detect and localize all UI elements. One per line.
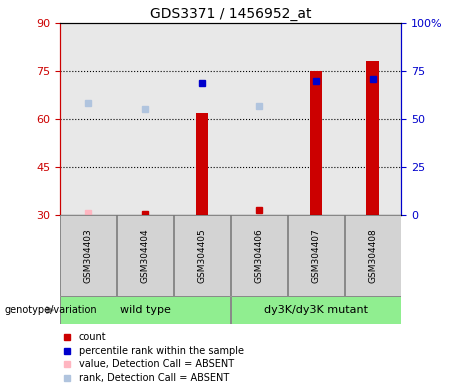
Bar: [60, 296, 230, 324]
Text: GSM304406: GSM304406: [254, 228, 263, 283]
Text: GSM304408: GSM304408: [368, 228, 377, 283]
Bar: [366, 61, 379, 215]
Text: percentile rank within the sample: percentile rank within the sample: [79, 346, 244, 356]
Text: GSM304405: GSM304405: [198, 228, 207, 283]
Text: GSM304407: GSM304407: [311, 228, 320, 283]
Bar: [231, 215, 287, 296]
Text: dy3K/dy3K mutant: dy3K/dy3K mutant: [264, 305, 368, 315]
Bar: [196, 113, 208, 215]
Bar: [118, 215, 173, 296]
Text: genotype/variation: genotype/variation: [5, 305, 97, 315]
Text: count: count: [79, 332, 106, 342]
Bar: [60, 215, 116, 296]
Bar: [174, 215, 230, 296]
Bar: [345, 215, 401, 296]
Text: GSM304403: GSM304403: [84, 228, 93, 283]
Title: GDS3371 / 1456952_at: GDS3371 / 1456952_at: [150, 7, 311, 21]
Text: value, Detection Call = ABSENT: value, Detection Call = ABSENT: [79, 359, 234, 369]
Text: wild type: wild type: [120, 305, 171, 315]
Bar: [231, 296, 401, 324]
Text: rank, Detection Call = ABSENT: rank, Detection Call = ABSENT: [79, 373, 229, 383]
Bar: [309, 71, 322, 215]
Text: GSM304404: GSM304404: [141, 228, 150, 283]
Bar: [288, 215, 343, 296]
